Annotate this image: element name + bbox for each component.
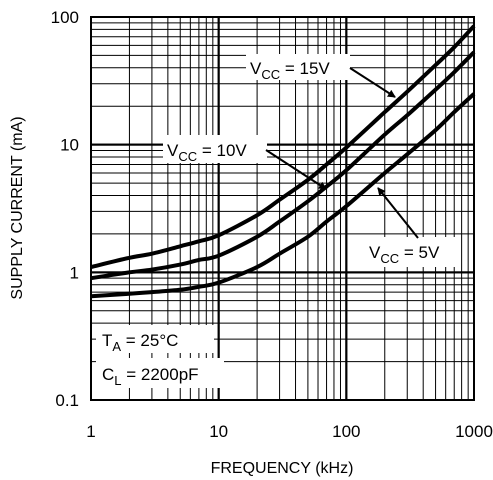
y-tick-label: 10	[60, 136, 79, 155]
series-line-vcc-15v	[90, 24, 476, 269]
y-tick-label: 100	[51, 8, 79, 27]
plot-frame	[90, 16, 475, 401]
label-vcc-15v: VCC = 15V	[246, 54, 350, 82]
x-tick-label: 1	[86, 422, 95, 441]
label-vcc-10v: VCC = 10V	[163, 135, 267, 164]
leader-vcc-10v	[265, 149, 327, 190]
y-tick-label: 1	[70, 263, 79, 282]
x-tick-label: 1000	[455, 422, 493, 441]
svg-text:TA = 25°C: TA = 25°C	[102, 331, 178, 354]
x-tick-label: 10	[209, 422, 228, 441]
x-tick-labels: 1 10 100 1000	[86, 422, 493, 441]
series-lines	[90, 24, 476, 299]
label-ambient-temperature: TA = 25°C	[96, 325, 214, 354]
y-axis-title: SUPPLY CURRENT (mA)	[9, 116, 26, 299]
series-line-vcc-10v	[90, 50, 476, 281]
x-axis-title: FREQUENCY (kHz)	[211, 460, 354, 477]
y-tick-label: 0.1	[55, 391, 79, 410]
label-load-capacitance: CL = 2200pF	[96, 358, 224, 388]
x-tick-label: 100	[332, 422, 360, 441]
leader-vcc-15v	[349, 67, 396, 98]
leader-vcc-5v	[377, 187, 419, 239]
y-tick-labels: 100 10 1 0.1	[51, 8, 79, 410]
series-line-vcc-5v	[90, 92, 476, 299]
label-vcc-5v: VCC = 5V	[365, 237, 461, 267]
svg-text:VCC = 10V: VCC = 10V	[167, 141, 247, 164]
svg-text:CL = 2200pF: CL = 2200pF	[102, 365, 199, 388]
svg-text:VCC = 15V: VCC = 15V	[250, 59, 330, 82]
svg-text:VCC = 5V: VCC = 5V	[369, 243, 440, 266]
